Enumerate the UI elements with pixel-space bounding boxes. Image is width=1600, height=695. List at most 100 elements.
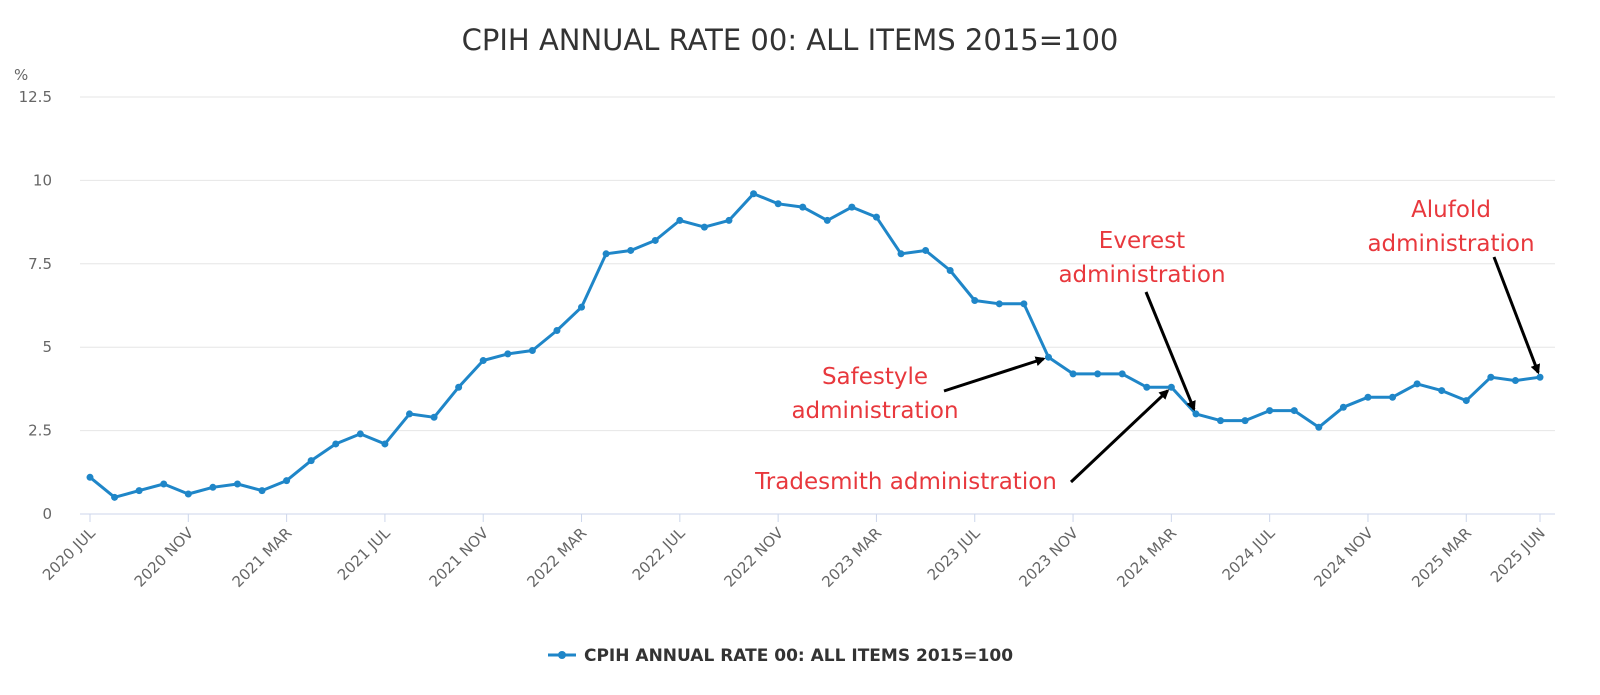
data-point[interactable] <box>676 216 684 224</box>
data-point[interactable] <box>823 216 831 224</box>
data-point[interactable] <box>1487 373 1495 381</box>
data-point[interactable] <box>209 483 217 491</box>
data-point[interactable] <box>1438 387 1446 395</box>
series-group <box>86 190 1544 501</box>
data-point[interactable] <box>430 413 438 421</box>
data-point[interactable] <box>799 203 807 211</box>
x-tick-label: 2025 MAR <box>1408 524 1475 591</box>
x-tick-label: 2020 JUL <box>39 524 99 584</box>
annotation-line: administration <box>791 398 958 424</box>
data-point[interactable] <box>553 327 561 335</box>
data-point[interactable] <box>946 266 954 274</box>
data-point[interactable] <box>971 296 979 304</box>
data-point[interactable] <box>1044 353 1052 361</box>
data-point[interactable] <box>283 477 291 485</box>
y-tick-label: 2.5 <box>28 422 52 440</box>
data-point[interactable] <box>897 250 905 258</box>
data-point[interactable] <box>1118 370 1126 378</box>
x-axis-ticks: 2020 JUL 2020 NOV 2021 MAR 2021 JUL 2021 NOV… <box>39 514 1549 591</box>
data-point[interactable] <box>774 200 782 208</box>
legend-label: CPIH ANNUAL RATE 00: ALL ITEMS 2015=100 <box>584 646 1013 666</box>
data-point[interactable] <box>1241 417 1249 425</box>
data-point[interactable] <box>1364 393 1372 401</box>
y-tick-label: 10 <box>33 171 52 189</box>
data-point[interactable] <box>602 250 610 258</box>
data-point[interactable] <box>160 480 168 488</box>
legend[interactable]: CPIH ANNUAL RATE 00: ALL ITEMS 2015=100 <box>548 646 1013 666</box>
data-point[interactable] <box>848 203 856 211</box>
data-point[interactable] <box>1536 373 1544 381</box>
y-tick-label: 5 <box>42 338 52 356</box>
data-point[interactable] <box>381 440 389 448</box>
data-point[interactable] <box>872 213 880 221</box>
data-point[interactable] <box>479 357 487 365</box>
annotation-line: Alufold <box>1411 197 1491 223</box>
x-tick-label: 2024 NOV <box>1310 524 1377 591</box>
x-tick-label: 2020 NOV <box>131 524 198 591</box>
y-tick-label: 12.5 <box>19 88 52 106</box>
data-point[interactable] <box>1413 380 1421 388</box>
y-tick-label: 0 <box>42 505 52 523</box>
data-point[interactable] <box>1143 383 1151 391</box>
data-point[interactable] <box>135 487 143 495</box>
data-point[interactable] <box>1462 397 1470 405</box>
y-tick-label: 7.5 <box>28 255 52 273</box>
data-point[interactable] <box>1389 393 1397 401</box>
x-tick-label: 2025 JUN <box>1487 524 1549 586</box>
data-point[interactable] <box>258 487 266 495</box>
data-point[interactable] <box>651 236 659 244</box>
data-point[interactable] <box>750 190 758 198</box>
data-point[interactable] <box>1192 410 1200 418</box>
x-tick-label: 2021 NOV <box>426 524 493 591</box>
data-point[interactable] <box>356 430 364 438</box>
x-tick-label: 2022 NOV <box>721 524 788 591</box>
annotation-line: Safestyle <box>822 364 928 390</box>
x-tick-label: 2024 MAR <box>1113 524 1180 591</box>
data-point[interactable] <box>233 480 241 488</box>
data-point[interactable] <box>1069 370 1077 378</box>
annotation-safestyle-label: Safestyle administration <box>791 364 958 424</box>
annotation-alufold-arrow <box>1492 256 1541 375</box>
data-point[interactable] <box>1266 407 1274 415</box>
annotation-line: Tradesmith administration <box>754 469 1057 495</box>
data-point[interactable] <box>86 473 94 481</box>
data-point[interactable] <box>1167 383 1175 391</box>
x-tick-label: 2022 MAR <box>523 524 590 591</box>
data-point[interactable] <box>405 410 413 418</box>
annotation-everest-arrow <box>1144 291 1196 412</box>
data-point[interactable] <box>504 350 512 358</box>
legend-marker-icon <box>558 651 566 659</box>
data-point[interactable] <box>922 246 930 254</box>
chart-title: CPIH ANNUAL RATE 00: ALL ITEMS 2015=100 <box>462 23 1119 57</box>
data-point[interactable] <box>578 303 586 311</box>
annotation-line: Everest <box>1099 228 1185 254</box>
data-point[interactable] <box>1290 407 1298 415</box>
data-point[interactable] <box>332 440 340 448</box>
data-point[interactable] <box>1020 300 1028 308</box>
data-point[interactable] <box>995 300 1003 308</box>
data-point[interactable] <box>184 490 192 498</box>
annotation-tradesmith-arrow <box>1069 389 1170 484</box>
data-point[interactable] <box>307 457 315 465</box>
data-point[interactable] <box>1339 403 1347 411</box>
y-axis-ticks: 0 2.5 5 7.5 10 12.5 <box>19 88 52 523</box>
data-point[interactable] <box>1094 370 1102 378</box>
data-point[interactable] <box>455 383 463 391</box>
data-point[interactable] <box>700 223 708 231</box>
x-tick-label: 2023 NOV <box>1015 524 1082 591</box>
data-point[interactable] <box>1511 377 1519 385</box>
x-tick-label: 2022 JUL <box>629 524 689 584</box>
x-tick-label: 2023 MAR <box>818 524 885 591</box>
y-axis-unit: % <box>14 66 28 84</box>
data-point[interactable] <box>1217 417 1225 425</box>
gridlines <box>80 96 1555 432</box>
data-point[interactable] <box>725 216 733 224</box>
data-point[interactable] <box>627 246 635 254</box>
data-point[interactable] <box>111 493 119 501</box>
annotation-tradesmith-label: Tradesmith administration <box>754 469 1057 495</box>
annotations-group: Safestyle administration Tradesmith admini… <box>754 197 1541 495</box>
data-point[interactable] <box>1315 423 1323 431</box>
data-point[interactable] <box>528 347 536 355</box>
series-line <box>89 192 1541 499</box>
